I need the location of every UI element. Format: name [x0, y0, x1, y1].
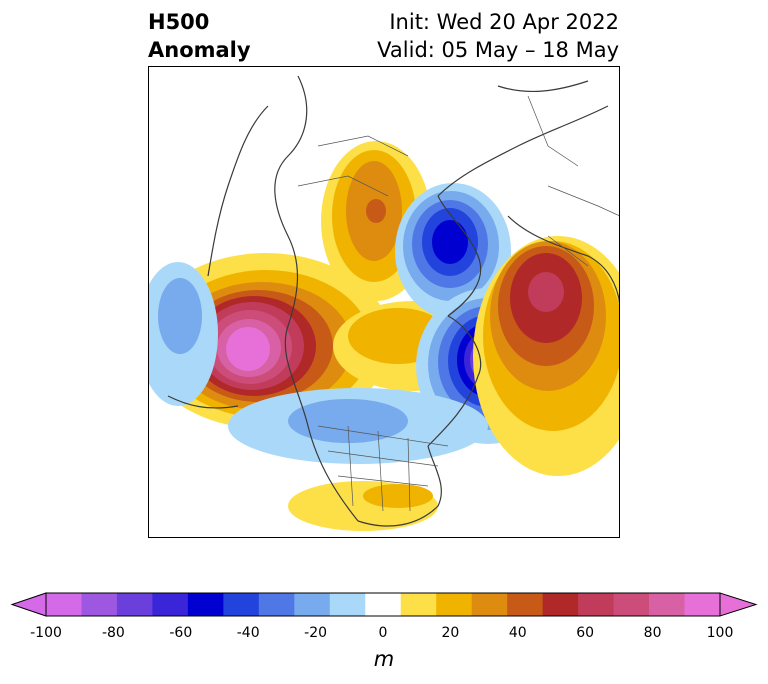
colorbar-segment: [46, 593, 82, 616]
negative-anomaly-us: [228, 388, 488, 464]
colorbar-segment: [684, 593, 721, 616]
colorbar-segment: [649, 593, 686, 616]
map-title: H500 Anomaly: [148, 8, 251, 64]
colorbar: [0, 585, 768, 625]
anomaly-map: [148, 66, 620, 538]
colorbar-segment: [329, 593, 366, 616]
colorbar-extend-max: [719, 592, 758, 617]
colorbar-tick-label: -20: [304, 625, 328, 641]
colorbar-segment: [471, 593, 508, 616]
country-borders: [297, 95, 620, 512]
colorbar-segment: [400, 593, 437, 616]
colorbar-segments: [10, 592, 758, 617]
forecast-dates: Init: Wed 20 Apr 2022 Valid: 05 May – 18…: [377, 8, 619, 64]
colorbar-segment: [365, 593, 402, 616]
colorbar-segment: [542, 593, 579, 616]
negative-anomaly-arctic: [395, 183, 511, 319]
colorbar-tick-label: 20: [441, 625, 460, 641]
colorbar-segment: [116, 593, 153, 616]
colorbar-segment: [294, 593, 331, 616]
coastlines: [167, 75, 620, 527]
init-date: Init: Wed 20 Apr 2022: [389, 10, 619, 34]
colorbar-segment: [507, 593, 544, 616]
colorbar-segment: [187, 593, 224, 616]
colorbar-tick-label: 40: [508, 625, 527, 641]
colorbar-tick-label: 60: [576, 625, 595, 641]
colorbar-tick-label: -100: [30, 625, 62, 641]
negative-anomaly-central-pacific: [148, 262, 218, 406]
colorbar-segment: [578, 593, 615, 616]
colorbar-segment: [223, 593, 260, 616]
colorbar-segment: [152, 593, 189, 616]
valid-range: Valid: 05 May – 18 May: [377, 38, 619, 62]
colorbar-segment: [436, 593, 473, 616]
colorbar-tick-label: -40: [236, 625, 260, 641]
title-subtitle: Anomaly: [148, 38, 251, 62]
colorbar-extend-min: [10, 592, 47, 617]
colorbar-tick-label: 100: [706, 625, 734, 641]
colorbar-tick-label: 0: [378, 625, 388, 641]
colorbar-segment: [258, 593, 295, 616]
colorbar-tick-label: -80: [101, 625, 125, 641]
colorbar-segment: [613, 593, 650, 616]
positive-anomaly-europe: [473, 236, 620, 476]
colorbar-segment: [81, 593, 118, 616]
colorbar-outline: [45, 592, 721, 617]
colorbar-tick-label: 80: [643, 625, 662, 641]
colorbar-tick-label: -60: [169, 625, 193, 641]
positive-anomaly-southeast-us: [288, 481, 438, 531]
title-variable: H500: [148, 10, 210, 34]
colorbar-unit-label: m: [373, 647, 395, 671]
